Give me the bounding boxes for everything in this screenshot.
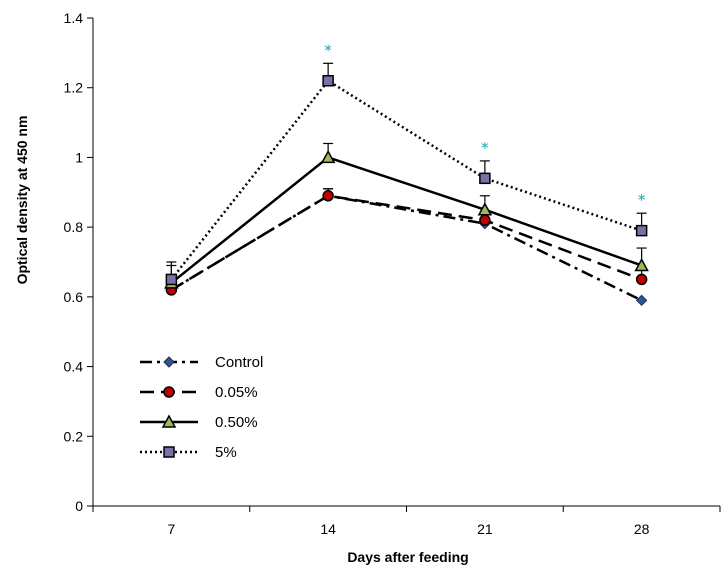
marker-diamond (163, 356, 175, 368)
marker-square (479, 172, 491, 185)
marker-circle (163, 386, 175, 398)
marker-triangle (320, 149, 336, 164)
marker-circle (322, 190, 334, 202)
y-tick-label: 1.2 (64, 80, 84, 96)
x-axis-title: Days after feeding (347, 549, 468, 565)
series-layer (164, 62, 649, 307)
y-tick-label: 1.4 (64, 10, 84, 26)
marker-square (635, 224, 648, 237)
series-3 (164, 142, 649, 289)
marker-diamond (635, 294, 648, 307)
x-tick-label: 21 (477, 521, 493, 537)
marker-triangle (477, 202, 493, 216)
series-4 (165, 62, 648, 286)
y-tick-label: 0 (75, 498, 83, 514)
legend: Control 0.05% 0.50% 5% (140, 354, 263, 461)
series-line (170, 194, 643, 291)
marker-square (165, 273, 178, 286)
legend-item-3: 0.50% (140, 414, 258, 431)
x-tick-label: 7 (167, 521, 175, 537)
y-tick-label: 0.8 (64, 219, 84, 235)
legend-label: 0.50% (215, 414, 258, 431)
marker-square (322, 74, 334, 87)
significance-marker: * (481, 139, 489, 157)
legend-label: Control (215, 354, 263, 371)
marker-square (163, 446, 175, 458)
axes: 0 0.2 0.4 0.6 0.8 1 1.2 1.4 7 14 21 28 (64, 10, 721, 537)
series-line (170, 194, 643, 302)
y-tick-label: 0.6 (64, 289, 84, 305)
y-tick-label: 0.2 (64, 428, 84, 444)
marker-circle (479, 214, 491, 226)
series-2 (165, 188, 648, 296)
legend-item-4: 5% (140, 444, 237, 461)
y-tick-label: 0.4 (64, 359, 84, 375)
marker-triangle (634, 257, 649, 272)
y-tick-label: 1 (75, 149, 83, 165)
x-tick-label: 14 (320, 521, 336, 537)
y-axis-title: Optical density at 450 nm (14, 116, 30, 285)
series-line (170, 156, 643, 284)
series-1 (165, 188, 648, 307)
annotations: * * * (324, 41, 646, 209)
series-line (170, 79, 643, 281)
significance-marker: * (324, 41, 332, 59)
legend-label: 0.05% (215, 384, 258, 401)
x-tick-label: 28 (634, 521, 650, 537)
marker-circle (635, 273, 648, 286)
legend-item-2: 0.05% (140, 384, 258, 401)
legend-item-1: Control (140, 354, 263, 371)
marker-triangle (161, 414, 177, 428)
legend-label: 5% (215, 444, 237, 461)
significance-marker: * (638, 191, 646, 209)
